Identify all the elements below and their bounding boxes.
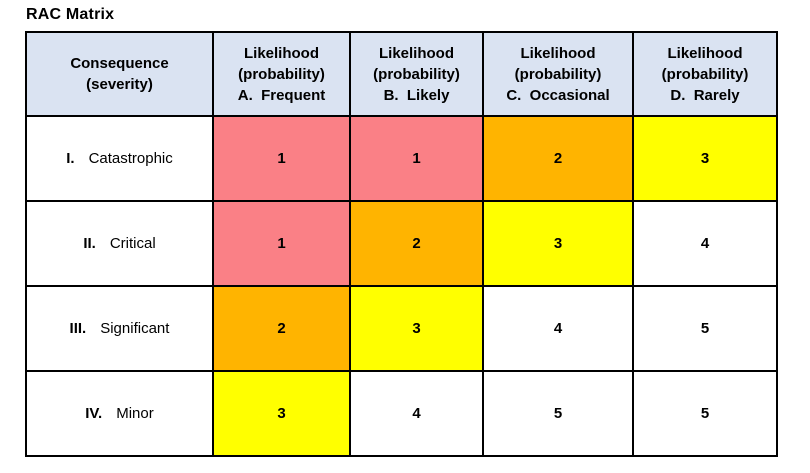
rac-value-cell: 3: [349, 285, 484, 372]
rac-value-cell: 4: [632, 200, 778, 287]
severity-label-cell: I. Catastrophic: [25, 115, 214, 202]
rac-value-cell: 2: [212, 285, 351, 372]
rac-value-cell: 3: [632, 115, 778, 202]
likelihood-header-rarely: Likelihood (probability) D. Rarely: [632, 31, 778, 117]
rac-value-cell: 1: [212, 115, 351, 202]
rac-value-cell: 2: [482, 115, 634, 202]
severity-numeral: III.: [69, 320, 87, 337]
severity-numeral: II.: [83, 235, 96, 252]
page-title: RAC Matrix: [26, 6, 115, 23]
likelihood-header-frequent: Likelihood (probability) A. Frequent: [212, 31, 351, 117]
severity-name: Critical: [109, 235, 156, 252]
severity-label-cell: II. Critical: [25, 200, 214, 287]
rac-value-cell: 1: [349, 115, 484, 202]
severity-label-cell: IV. Minor: [25, 370, 214, 457]
likelihood-header-occasional: Likelihood (probability) C. Occasional: [482, 31, 634, 117]
rac-value-cell: 3: [482, 200, 634, 287]
severity-numeral: I.: [66, 150, 75, 167]
rac-value-cell: 4: [482, 285, 634, 372]
severity-name: Minor: [116, 405, 154, 422]
table-row-minor: IV. Minor 3 4 5 5: [25, 370, 778, 457]
severity-name: Significant: [100, 320, 170, 337]
rac-value-cell: 3: [212, 370, 351, 457]
rac-value-cell: 4: [349, 370, 484, 457]
rac-value-cell: 5: [482, 370, 634, 457]
rac-value-cell: 5: [632, 370, 778, 457]
rac-value-cell: 5: [632, 285, 778, 372]
header-row: Consequence (severity) Likelihood (proba…: [25, 31, 778, 117]
rac-matrix-table: Consequence (severity) Likelihood (proba…: [25, 31, 778, 457]
rac-value-cell: 1: [212, 200, 351, 287]
severity-label-cell: III. Significant: [25, 285, 214, 372]
table-row-significant: III. Significant 2 3 4 5: [25, 285, 778, 372]
severity-numeral: IV.: [85, 405, 103, 422]
likelihood-header-likely: Likelihood (probability) B. Likely: [349, 31, 484, 117]
severity-name: Catastrophic: [88, 150, 173, 167]
rac-value-cell: 2: [349, 200, 484, 287]
table-row-critical: II. Critical 1 2 3 4: [25, 200, 778, 287]
table-row-catastrophic: I. Catastrophic 1 1 2 3: [25, 115, 778, 202]
consequence-header-cell: Consequence (severity): [25, 31, 214, 117]
